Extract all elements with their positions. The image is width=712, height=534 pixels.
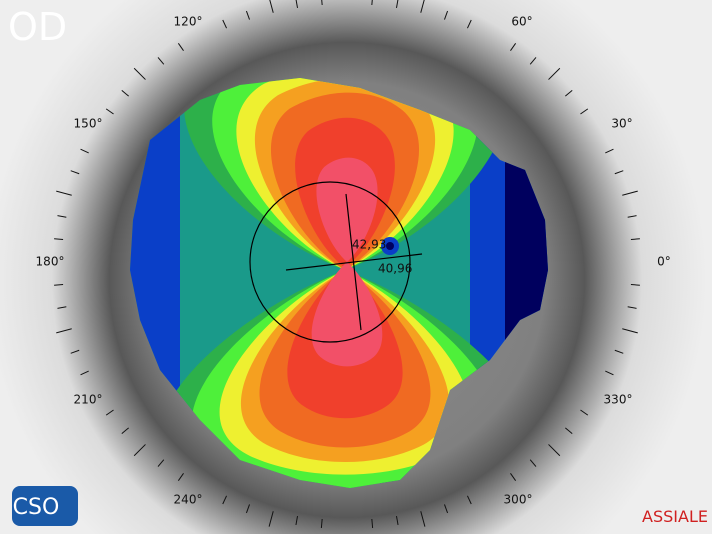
angle-tick bbox=[54, 283, 64, 286]
angle-tick bbox=[420, 511, 426, 527]
angle-label: 60° bbox=[511, 15, 532, 29]
angle-tick bbox=[222, 19, 228, 29]
angle-label: 0° bbox=[657, 255, 671, 269]
angle-tick bbox=[121, 89, 129, 97]
angle-tick bbox=[529, 459, 537, 467]
angle-tick bbox=[295, 0, 299, 9]
logo-badge bbox=[12, 486, 78, 526]
angle-label: 150° bbox=[74, 117, 103, 131]
angle-tick bbox=[80, 370, 89, 376]
angle-tick bbox=[371, 0, 373, 6]
angle-tick bbox=[133, 67, 146, 80]
angle-label: 120° bbox=[174, 15, 203, 29]
angle-tick bbox=[444, 504, 449, 514]
angle-tick bbox=[371, 518, 374, 529]
angle-tick bbox=[395, 515, 399, 526]
angle-tick bbox=[614, 349, 624, 354]
angle-tick bbox=[548, 444, 561, 457]
angle-tick bbox=[121, 427, 129, 435]
angle-tick bbox=[56, 328, 72, 334]
angle-tick bbox=[529, 57, 537, 65]
angle-tick bbox=[269, 0, 274, 13]
logo: CSO bbox=[13, 495, 60, 520]
steep-k: 42,93 bbox=[352, 238, 386, 252]
angle-tick bbox=[268, 511, 274, 527]
angle-ticks bbox=[54, 0, 640, 529]
angle-tick bbox=[321, 0, 323, 6]
angle-label: 180° bbox=[36, 255, 65, 269]
angle-tick bbox=[54, 238, 64, 241]
angle-label: 210° bbox=[74, 393, 103, 407]
angle-tick bbox=[133, 444, 146, 457]
angle-tick bbox=[157, 459, 165, 467]
angle-tick bbox=[105, 108, 114, 115]
angle-tick bbox=[245, 10, 250, 20]
angle-tick bbox=[622, 190, 638, 196]
angle-tick bbox=[70, 349, 80, 354]
angle-label: 300° bbox=[504, 493, 533, 507]
angle-label: 30° bbox=[611, 117, 632, 131]
angle-tick bbox=[565, 427, 573, 435]
angle-tick bbox=[627, 306, 637, 309]
angle-tick bbox=[510, 42, 517, 51]
angle-tick bbox=[57, 215, 67, 218]
angle-tick bbox=[580, 108, 589, 115]
angle-tick bbox=[466, 495, 472, 505]
angle-label: 330° bbox=[604, 393, 633, 407]
eye-label: OD bbox=[8, 5, 67, 49]
angle-tick bbox=[630, 283, 640, 286]
angle-tick bbox=[177, 42, 184, 51]
angle-tick bbox=[395, 0, 399, 9]
angle-tick bbox=[80, 148, 89, 154]
angle-tick bbox=[222, 495, 228, 505]
angle-tick bbox=[630, 238, 640, 241]
angle-tick bbox=[320, 518, 323, 529]
angle-tick bbox=[548, 67, 561, 80]
angle-tick bbox=[70, 170, 80, 175]
angle-tick bbox=[565, 89, 573, 97]
axis-overlay bbox=[249, 181, 423, 343]
angle-tick bbox=[622, 328, 638, 334]
angle-tick bbox=[605, 148, 614, 154]
angle-tick bbox=[56, 190, 72, 196]
angle-label: 240° bbox=[174, 493, 203, 507]
angle-tick bbox=[157, 57, 165, 65]
angle-tick bbox=[605, 370, 614, 376]
map-type: ASSIALE bbox=[642, 507, 708, 526]
angle-tick bbox=[245, 504, 250, 514]
angle-tick bbox=[295, 515, 299, 526]
angle-tick bbox=[510, 473, 517, 482]
angle-tick bbox=[105, 409, 114, 416]
angle-tick bbox=[177, 473, 184, 482]
angle-tick bbox=[614, 170, 624, 175]
angle-tick bbox=[420, 0, 425, 13]
angle-tick bbox=[57, 306, 67, 309]
angle-tick bbox=[627, 215, 637, 218]
angle-tick bbox=[466, 19, 472, 29]
angle-tick bbox=[444, 10, 449, 20]
angle-tick bbox=[580, 409, 589, 416]
flat-k: 40,96 bbox=[378, 262, 412, 276]
